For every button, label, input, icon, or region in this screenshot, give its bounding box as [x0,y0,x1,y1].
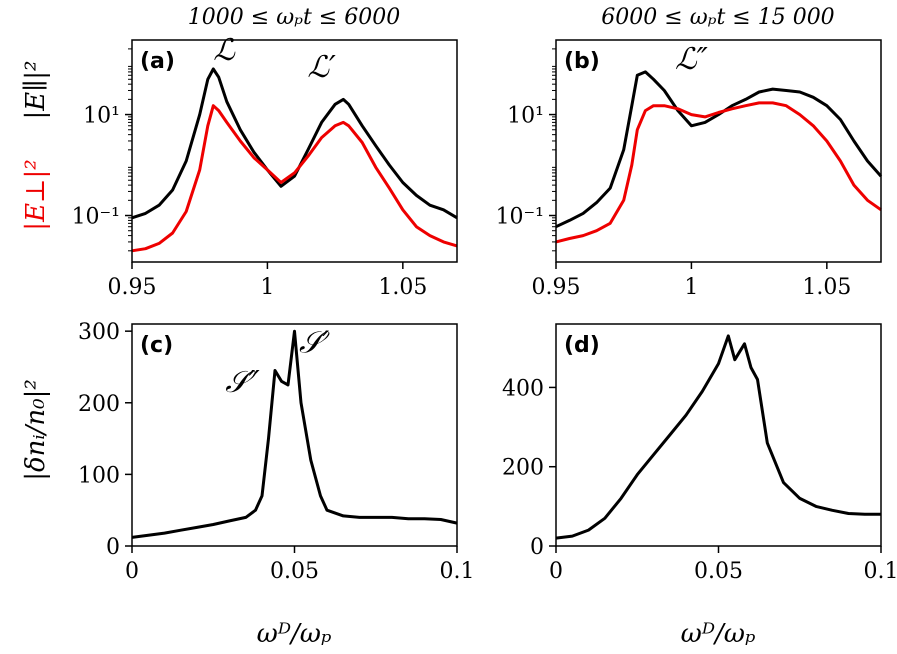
annotation: ℒ″ [675,42,709,77]
annotation: 𝒮′ [299,326,330,361]
y-tick-label: 10¹ [83,104,120,129]
panels: 0.95 1 1.05 10⁻¹ 10¹ (a) ℒ ℒ′ 0.95 1 1.05 10⁻¹ 10¹ (b… [72,33,897,584]
series-line-black [131,329,458,539]
x-tick-label: 0.95 [532,275,581,300]
annotation: 𝒮″ [225,365,260,400]
panel-c: 0 0.05 0.1 0 100 200 300 (c) 𝒮″ 𝒮′ [78,320,475,584]
plot-frame [555,39,882,263]
ylabel-top-parallel: |E∥|² [21,61,51,120]
y-tick-label: 10⁻¹ [496,205,544,230]
xlabel-c: ωᴰ/ωₚ [257,619,332,649]
y-tick-label: 300 [78,320,120,345]
x-tick-label: 1 [260,275,274,300]
x-tick-label: 1.05 [802,275,851,300]
panel-a: 0.95 1 1.05 10⁻¹ 10¹ (a) ℒ ℒ′ [72,33,458,300]
x-tick-label: 0.05 [270,559,319,584]
series-line-black [131,67,458,220]
series-line-red [555,101,882,244]
series-line-red [131,104,458,253]
x-tick-label: 0.95 [108,275,157,300]
annotation: ℒ′ [307,50,336,85]
y-tick-label: 200 [78,392,120,417]
panel-label: (a) [140,49,175,74]
plot-frame [131,39,458,263]
y-tick-label: 100 [78,463,120,488]
panel-label: (b) [564,49,600,74]
panel-label: (d) [564,333,600,358]
title-left: 1000 ≤ ωₚt ≤ 6000 [188,5,400,30]
series-line-black [555,334,881,540]
y-tick-label: 10¹ [507,104,544,129]
y-tick-label: 200 [502,456,544,481]
x-tick-label: 0.1 [864,559,897,584]
series-line-black [555,70,883,229]
xlabel-d: ωᴰ/ωₚ [681,619,756,649]
y-tick-label: 400 [502,376,544,401]
x-tick-label: 0.05 [694,559,743,584]
title-right: 6000 ≤ ωₚt ≤ 15 000 [601,5,834,30]
x-tick-label: 0 [549,559,563,584]
y-tick-label: 0 [106,535,120,560]
y-tick-label: 0 [530,535,544,560]
ylabel-bottom: |δnᵢ/n₀|² [21,379,51,481]
y-tick-label: 10⁻¹ [72,205,120,230]
plot-frame [131,323,458,547]
annotation: ℒ [213,33,236,68]
panel-b: 0.95 1 1.05 10⁻¹ 10¹ (b) ℒ″ [496,39,883,300]
plot-frame [555,323,882,547]
panel-label: (c) [140,333,173,358]
x-tick-label: 1.05 [378,275,427,300]
x-tick-label: 1 [684,275,698,300]
x-tick-label: 0 [125,559,139,584]
panel-d: 0 0.05 0.1 0 200 400 (d) [502,323,897,584]
ylabel-top-perp: |E⊥|² [21,159,51,230]
x-tick-label: 0.1 [440,559,475,584]
